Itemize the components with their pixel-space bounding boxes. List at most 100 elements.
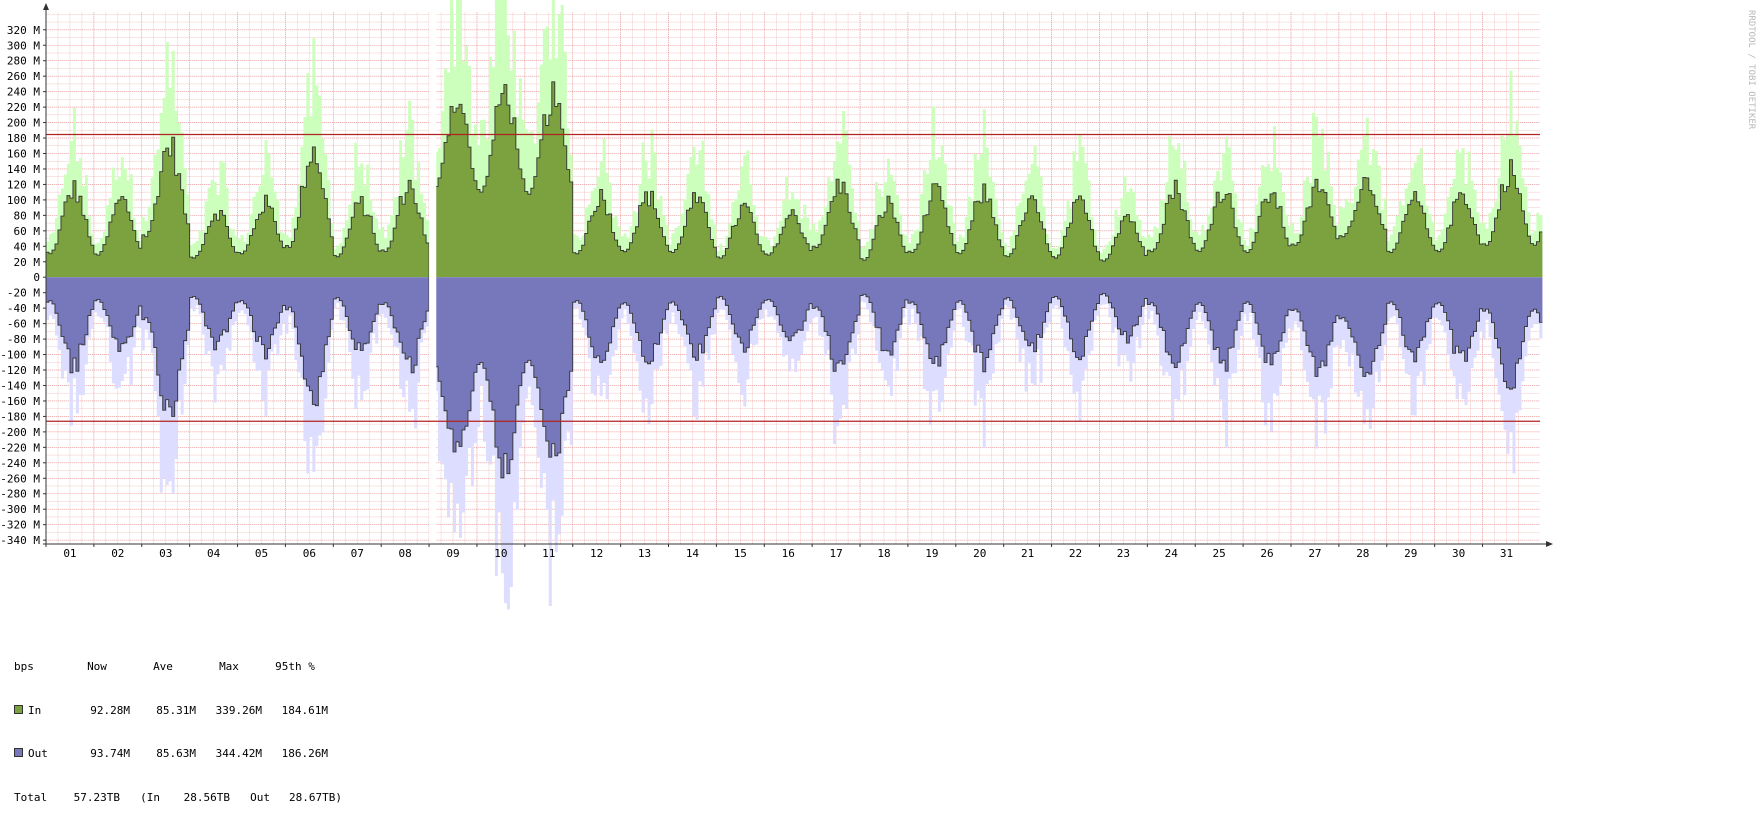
y-tick-label: 280 M <box>7 55 40 68</box>
y-tick-label: 260 M <box>7 70 40 83</box>
traffic-chart: 320 M 300 M 280 M 260 M 240 M 220 M 200 M 180 M… <box>0 0 1756 610</box>
x-tick-label: 07 <box>351 547 364 560</box>
legend-total-label: Total <box>14 790 48 804</box>
x-tick-label: 08 <box>399 547 412 560</box>
x-tick-label: 25 <box>1213 547 1226 560</box>
legend-swatch-out <box>14 748 23 757</box>
legend-total: Total 57.23TB (In 28.56TB Out 28.67TB) <box>14 791 342 806</box>
y-tick-label: -80 M <box>7 333 40 346</box>
y-tick-label: 220 M <box>7 101 40 114</box>
y-tick-label: -200 M <box>0 426 40 439</box>
x-tick-label: 24 <box>1165 547 1179 560</box>
x-tick-label: 14 <box>686 547 700 560</box>
legend-total-in-value: 28.56TB <box>183 790 230 804</box>
legend-label-in: In <box>28 703 42 717</box>
y-tick-label: 160 M <box>7 148 40 161</box>
legend-out-p95: 186.26M <box>281 747 328 760</box>
legend-row-out: Out 93.74M 85.63M 344.42M 186.26M <box>14 747 342 762</box>
y-tick-label: 100 M <box>7 194 40 207</box>
y-tick-label: 180 M <box>7 132 40 145</box>
y-axis-arrow <box>43 3 49 10</box>
y-tick-label: -260 M <box>0 472 40 485</box>
y-tick-label: -220 M <box>0 441 40 454</box>
x-tick-label: 23 <box>1117 547 1130 560</box>
legend-total-out-label: Out <box>250 790 270 804</box>
y-tick-label: 300 M <box>7 39 40 52</box>
y-tick-label: 240 M <box>7 86 40 99</box>
series-in-area <box>46 81 1543 278</box>
x-tick-label: 17 <box>829 547 842 560</box>
x-tick-label: 26 <box>1260 547 1273 560</box>
legend-unit: bps <box>14 660 34 673</box>
x-tick-label: 18 <box>877 547 890 560</box>
x-tick-label: 06 <box>303 547 316 560</box>
legend-total-in-label: (In <box>140 790 160 804</box>
y-tick-label: 20 M <box>14 256 41 269</box>
y-tick-label: 80 M <box>14 209 41 222</box>
y-tick-label: -180 M <box>0 410 40 423</box>
y-tick-label: 0 <box>33 271 40 284</box>
legend: bps Now Ave Max 95th % In 92.28M 85.31M … <box>14 631 342 820</box>
x-tick-label: 13 <box>638 547 651 560</box>
x-tick-label: 11 <box>542 547 555 560</box>
x-tick-label: 31 <box>1500 547 1513 560</box>
y-tick-label: -300 M <box>0 503 40 516</box>
legend-p95-header: 95th % <box>275 660 315 673</box>
y-tick-label: -320 M <box>0 519 40 532</box>
y-axis-labels: 320 M 300 M 280 M 260 M 240 M 220 M 200 M 180 M… <box>0 24 40 547</box>
x-axis-labels: 01 02 03 04 05 06 07 08 09 10 11 12 13 14 15 16 17 18 19 20… <box>63 547 1513 560</box>
legend-total-out-value: 28.67TB) <box>289 790 342 804</box>
x-tick-label: 10 <box>494 547 507 560</box>
legend-swatch-in <box>14 704 23 714</box>
legend-out-now: 93.74M <box>90 747 130 760</box>
y-tick-label: 320 M <box>7 24 40 37</box>
y-tick-label: -20 M <box>7 287 40 300</box>
x-tick-label: 28 <box>1356 547 1369 560</box>
y-tick-label: -40 M <box>7 302 40 315</box>
y-tick-label: 60 M <box>14 225 41 238</box>
x-tick-label: 27 <box>1308 547 1321 560</box>
traffic-areas <box>46 0 1543 610</box>
y-tick-label: -340 M <box>0 534 40 547</box>
x-tick-label: 30 <box>1452 547 1465 560</box>
x-tick-label: 12 <box>590 547 603 560</box>
x-tick-label: 21 <box>1021 547 1034 560</box>
legend-now-header: Now <box>87 660 107 673</box>
x-tick-label: 29 <box>1404 547 1417 560</box>
series-out-area <box>46 277 1543 478</box>
legend-total-value: 57.23TB <box>73 790 120 804</box>
y-tick-label: -140 M <box>0 379 40 392</box>
y-tick-label: -240 M <box>0 457 40 470</box>
y-tick-label: -120 M <box>0 364 40 377</box>
x-tick-label: 22 <box>1069 547 1082 560</box>
x-tick-label: 19 <box>925 547 938 560</box>
legend-row-in: In 92.28M 85.31M 339.26M 184.61M <box>14 704 342 719</box>
legend-ave-header: Ave <box>153 660 173 673</box>
legend-in-p95: 184.61M <box>281 703 328 717</box>
x-tick-label: 04 <box>207 547 221 560</box>
axes <box>43 3 1553 547</box>
legend-in-now: 92.28M <box>90 703 130 717</box>
series-out-line <box>46 276 1543 479</box>
y-tick-label: -160 M <box>0 395 40 408</box>
x-tick-label: 02 <box>111 547 124 560</box>
legend-header: bps Now Ave Max 95th % <box>14 660 342 675</box>
legend-out-max: 344.42M <box>215 747 262 760</box>
x-tick-label: 05 <box>255 547 268 560</box>
series-in-line <box>46 81 1543 278</box>
rrdtool-watermark: RRDTOOL / TOBI OETIKER <box>1746 10 1756 130</box>
legend-in-max: 339.26M <box>215 703 262 717</box>
y-tick-label: 120 M <box>7 178 40 191</box>
x-tick-label: 09 <box>446 547 459 560</box>
legend-in-ave: 85.31M <box>156 703 196 717</box>
y-tick-label: -280 M <box>0 488 40 501</box>
legend-out-ave: 85.63M <box>156 747 196 760</box>
x-tick-label: 16 <box>782 547 795 560</box>
legend-label-out: Out <box>28 747 48 760</box>
y-tick-label: -60 M <box>7 318 40 331</box>
data-gap <box>429 12 437 544</box>
legend-max-header: Max <box>219 660 239 673</box>
x-tick-label: 20 <box>973 547 986 560</box>
y-tick-label: 140 M <box>7 163 40 176</box>
x-tick-label: 03 <box>159 547 172 560</box>
